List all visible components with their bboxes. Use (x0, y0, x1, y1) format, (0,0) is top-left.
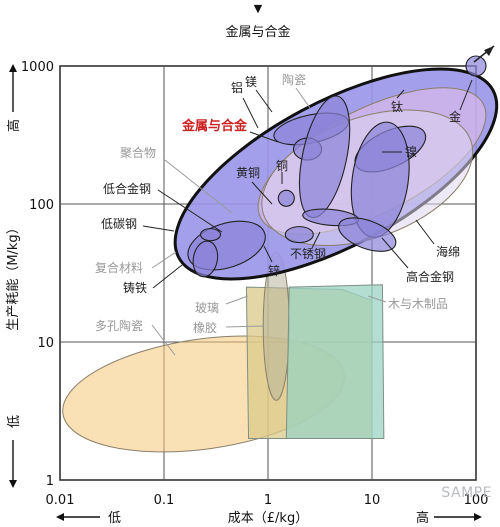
annotation-label: 橡胶 (193, 320, 217, 335)
leader-line (295, 87, 311, 109)
x-axis-low-label: 低 (108, 511, 121, 526)
y-high-arrow-head (9, 64, 17, 72)
annotation-label: 铝 (231, 80, 243, 95)
y-tick-label: 10 (37, 336, 54, 351)
annotation-label: 聚合物 (120, 145, 156, 160)
x-axis-high-label: 高 (416, 510, 429, 526)
y-axis-high-label: 高 (6, 119, 22, 132)
leader-line (157, 189, 223, 233)
x-high-arrow-head (474, 513, 482, 521)
y-low-arrow-head (9, 480, 17, 488)
y-tick-label: 1000 (21, 60, 54, 75)
annotation-label: 海绵 (436, 244, 460, 259)
leader-line (459, 79, 473, 111)
annotation-label: 低碳钢 (101, 217, 137, 231)
leader-line (263, 245, 273, 263)
x-tick-label: 0.01 (46, 493, 75, 508)
metal-bubble-铸铁 (192, 240, 219, 278)
annotation-label: 不锈钢 (290, 247, 326, 261)
metal-bubble-锌 (284, 226, 314, 244)
leader-line (152, 264, 183, 289)
region-木与木制品 (285, 284, 385, 439)
leader-line (251, 181, 273, 205)
leader-line (396, 89, 405, 99)
leader-line (151, 324, 176, 356)
annotation-label: 铸铁 (123, 280, 147, 295)
x-low-arrow-head (56, 513, 64, 521)
annotation-label: 镁 (245, 75, 257, 89)
leader-line (164, 159, 233, 214)
annotation-label: 锌 (268, 264, 280, 278)
leader-line (311, 231, 321, 249)
annotation-label: 金属与合金 (181, 118, 248, 134)
annotation-label: 镍 (405, 145, 417, 159)
gold-arrow-head (484, 46, 494, 56)
metal-bubble-黄铜 (277, 189, 295, 207)
leader-line (249, 131, 279, 143)
leader-line (242, 97, 259, 129)
annotation-label: 陶瓷 (282, 72, 306, 87)
x-axis-title: 成本（£/kg） (228, 511, 308, 526)
annotation-label: 多孔陶瓷 (95, 318, 143, 333)
leader-line (367, 295, 387, 303)
top-marker: ▼ (254, 2, 263, 15)
leader-line (151, 251, 177, 269)
leader-line (381, 237, 409, 269)
y-axis-title: 生产耗能（M/kg） (6, 221, 21, 330)
annotation-label: 金 (449, 109, 461, 124)
leader-line (255, 89, 273, 113)
metal-bubble-高合金钢 (338, 217, 397, 252)
annotation-label: 铜 (276, 158, 288, 173)
watermark: SAMPE (441, 485, 492, 501)
annotation-label: 低合金钢 (103, 181, 151, 196)
leader-line (142, 225, 175, 232)
annotation-label: 玻璃 (195, 301, 219, 315)
leader-line (415, 219, 435, 245)
metal-bubble-金 (465, 55, 487, 77)
chart-title: 金属与合金 (225, 24, 290, 40)
x-tick-label: 10 (364, 493, 381, 508)
y-tick-label: 100 (29, 198, 54, 213)
annotation-label: 黄铜 (236, 165, 260, 180)
y-axis-low-label: 低 (7, 415, 22, 428)
x-tick-label: 0.1 (154, 493, 175, 508)
leader-line (225, 295, 249, 305)
annotation-label: 木与木制品 (388, 297, 448, 311)
leader-line (225, 325, 265, 328)
metal-bubble-低碳钢 (199, 228, 222, 242)
y-tick-label: 1 (46, 474, 54, 489)
x-tick-label: 1 (264, 493, 272, 508)
annotation-label: 钛 (391, 99, 403, 114)
annotation-label: 高合金钢 (406, 269, 454, 284)
x-tick-label: 100 (464, 493, 489, 508)
annotation-label: 复合材料 (95, 260, 143, 275)
